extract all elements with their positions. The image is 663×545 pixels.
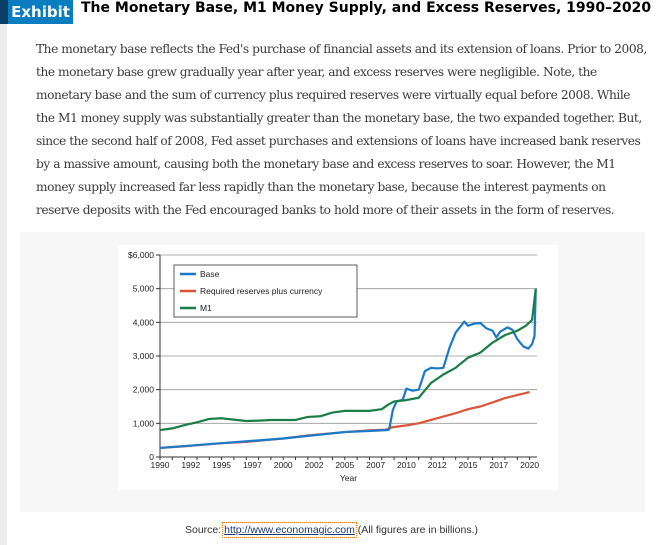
source-note: (All figures are in billions.) (357, 524, 478, 536)
y-tick-label: 1,000 (133, 418, 155, 428)
x-tick-label: 1995 (212, 460, 231, 470)
x-tick-label: 2005 (335, 460, 354, 470)
x-tick-label: 2020 (520, 460, 539, 470)
legend-label: Required reserves plus currency (200, 286, 323, 296)
y-tick-label: $6,000 (128, 250, 154, 260)
series-line-base (159, 288, 537, 450)
source-link[interactable]: http://www.economagic.com (222, 522, 357, 538)
exhibit-label: Exhibit 6 (0, 0, 73, 45)
legend-box (173, 264, 358, 318)
x-tick-label: 2015 (459, 460, 478, 470)
left-margin-strip (0, 0, 7, 545)
y-tick-label: 0 (149, 452, 154, 462)
legend-label: M1 (200, 303, 212, 313)
x-tick-label: 1997 (243, 460, 262, 470)
legend-label: Base (200, 269, 220, 279)
x-tick-label: 2010 (397, 460, 416, 470)
x-tick-label: 2012 (428, 460, 447, 470)
x-tick-label: 1990 (151, 460, 170, 470)
y-tick-label: 3,000 (133, 351, 155, 361)
x-tick-label: 1992 (181, 460, 200, 470)
exhibit-title: The Monetary Base, M1 Money Supply, and … (81, 0, 652, 16)
y-tick-label: 4,000 (133, 317, 155, 327)
y-tick-label: 2,000 (133, 385, 155, 395)
x-axis-label: Year (340, 473, 357, 483)
line-chart: 0 1,000 2,000 3,000 4,000 5,000 $6,000 1990 1992… (118, 245, 558, 490)
y-tick-label: 5,000 (133, 284, 155, 294)
x-tick-label: 2002 (305, 460, 324, 470)
x-tick-label: 2007 (366, 460, 385, 470)
source-label: Source: (185, 524, 222, 536)
series-line-m1 (159, 288, 537, 432)
x-tick-label: 2017 (489, 460, 508, 470)
source-line: Source: http://www.economagic.com (All f… (0, 522, 663, 538)
x-tick-label: 2000 (274, 460, 293, 470)
description-text: The monetary base reflects the Fed's pur… (36, 42, 647, 217)
